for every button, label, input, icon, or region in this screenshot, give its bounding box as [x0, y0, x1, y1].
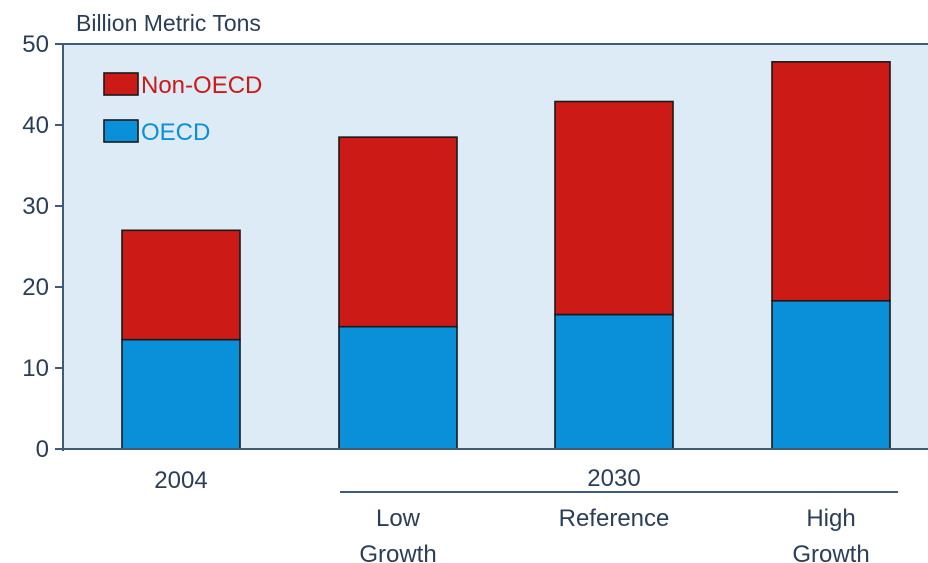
legend-label-oecd: OECD — [141, 119, 210, 146]
y-axis-ticks: 0 10 20 30 40 50 — [22, 31, 63, 463]
y-tick-label: 10 — [22, 355, 49, 382]
bar-non-oecd-2 — [338, 136, 458, 328]
y-tick-label: 20 — [22, 274, 49, 301]
y-tick-label: 40 — [22, 112, 49, 139]
bar-non-oecd-1 — [121, 229, 241, 341]
legend-swatch-non-oecd — [103, 72, 139, 96]
bar-oecd-1 — [121, 338, 241, 450]
group-label-2030: 2030 — [587, 465, 640, 492]
x-category-label: Growth — [359, 541, 436, 563]
bar-non-oecd-4 — [771, 61, 891, 302]
bar-oecd-2 — [338, 325, 458, 450]
x-category-label: Growth — [792, 541, 869, 563]
y-tick-label: 50 — [22, 31, 49, 58]
bars-layer — [121, 61, 891, 450]
x-axis-categories: 2004 Low Growth Reference High Growth — [154, 467, 869, 563]
x-category-label: Low — [376, 505, 421, 532]
legend-label-non-oecd: Non-OECD — [141, 72, 262, 99]
y-axis-label: Billion Metric Tons — [76, 10, 261, 36]
bar-oecd-4 — [771, 299, 891, 450]
legend-swatch-oecd — [103, 119, 139, 143]
y-tick-label: 30 — [22, 193, 49, 220]
y-tick-label: 0 — [36, 436, 49, 463]
legend: Non-OECD OECD — [103, 72, 262, 146]
bar-oecd-3 — [554, 313, 674, 450]
bar-non-oecd-3 — [554, 100, 674, 316]
x-category-label: Reference — [559, 505, 670, 532]
x-category-label: 2004 — [154, 467, 207, 494]
x-category-label: High — [806, 505, 855, 532]
